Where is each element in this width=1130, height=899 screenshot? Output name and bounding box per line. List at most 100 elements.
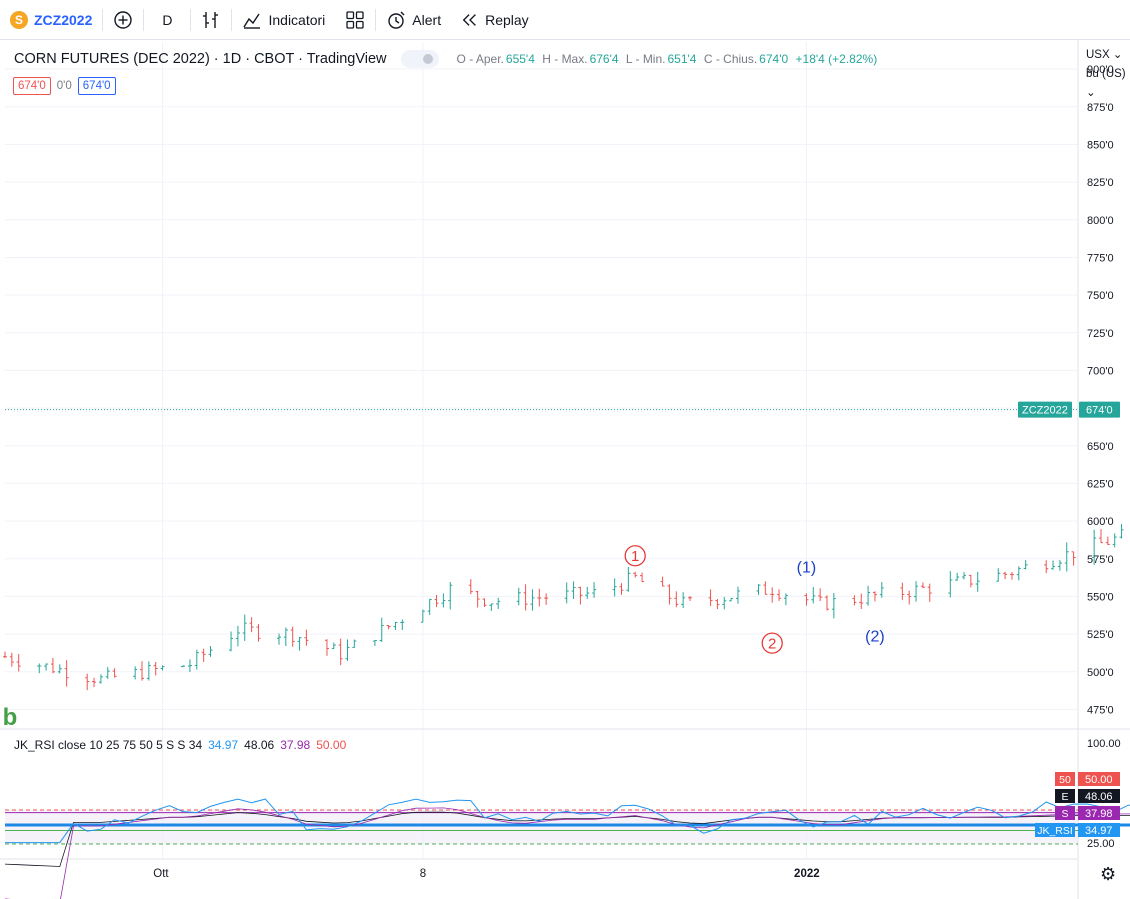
open-value: 655'4 [505,52,535,66]
rsi-name[interactable]: JK_RSI close 10 25 75 50 5 S S 34 [14,738,203,752]
low-value: 651'4 [667,52,697,66]
low-label: L - Min. [625,52,666,66]
alarm-clock-icon [388,11,405,29]
price-tick-label: 800'0 [1087,215,1114,227]
layouts-button[interactable] [335,0,375,40]
price-tick-label: 700'0 [1087,365,1114,377]
rsi-tag-value-bg [1078,806,1120,820]
rsi-tag-letter: JK_RSI [1037,825,1073,837]
high-value: 676'4 [589,52,619,66]
indicators-button[interactable]: Indicatori [232,0,335,40]
toolbar-divider [143,8,145,31]
rsi-tag-letter: S [1061,808,1068,820]
quote-boxes: 674'0 0'0 674'0 [13,77,116,95]
symbol-logo-icon: S [10,10,28,29]
wave-label: 1 [631,548,639,565]
time-tick-label: 2022 [794,868,820,880]
price-tick-label: 850'0 [1087,139,1114,151]
high-label: H - Max. [542,52,588,66]
symbol-price-tag [1018,401,1072,418]
wave-labels: b12(1)(2)(3)(4)3(5)(A)(B)(C)45c(b) [3,545,885,731]
price-tick-label: 475'0 [1087,704,1114,716]
rewind-icon [462,13,476,26]
rsi-value-2: 48.06 [244,738,275,752]
ohlc-values: O - Aper. 655'4 H - Max. 676'4 L - Min. … [457,52,878,66]
last-price-tag [1079,401,1120,418]
price-scale-header: USX ⌄ bu (US) ⌄ [1078,46,1130,99]
chart-grid [0,40,1130,899]
rsi-value-1: 34.97 [208,738,239,752]
settings-gear-icon[interactable]: ⚙ [1100,864,1117,884]
grid-layout-icon [346,10,364,29]
rsi-tag-letter: 50 [1059,774,1071,786]
price-tick-label: 550'0 [1087,591,1114,603]
price-tick-label: 875'0 [1087,102,1114,114]
spread-value: 0'0 [56,80,72,92]
rsi-legend: JK_RSI close 10 25 75 50 5 S S 34 34.97 … [14,738,346,752]
replay-button[interactable]: Replay [451,0,539,40]
currency-selector[interactable]: USX ⌄ [1086,49,1123,61]
add-circle-icon [114,10,133,29]
rsi-tag-value-bg [1078,789,1120,803]
price-tick-label: 650'0 [1087,441,1114,453]
bars-chart-icon [203,11,219,28]
rsi-tag-value: 50.00 [1085,774,1113,786]
toolbar-divider [190,8,192,31]
symbol-search[interactable]: S ZCZ2022 [0,0,102,40]
price-tick-label: 825'0 [1087,177,1114,189]
rsi-pane: 100.00 25.00 50 50.00 E 48.06 S 37.98 JK_RSI 34.9… [4,738,1130,899]
price-tick-label: 750'0 [1087,290,1114,302]
price-tick-label: 500'0 [1087,667,1114,679]
wave-label: 2 [768,636,776,653]
rsi-band [5,810,1078,844]
indicators-icon [243,13,261,29]
last-price-value: 674'0 [1086,405,1113,417]
unit-selector[interactable]: bu (US) ⌄ [1086,68,1126,99]
chart-type-button[interactable] [191,0,231,40]
interval-button[interactable]: D [144,0,190,40]
close-label: C - Chius. [703,52,758,66]
alert-button[interactable]: Alert [376,0,451,40]
chart-title: CORN FUTURES (DEC 2022) · 1D · CBOT · Tr… [14,51,387,67]
ask-box[interactable]: 674'0 [77,77,116,95]
toolbar-divider [102,8,104,31]
data-status-badge[interactable]: D [400,50,439,68]
bid-box[interactable]: 674'0 [13,77,51,95]
rsi-axis-label: 100.00 [1087,738,1121,750]
price-tick-label: 725'0 [1087,328,1114,340]
rsi-tag-value: 37.98 [1085,808,1113,820]
open-label: O - Aper. [456,52,504,66]
close-value: 674'0 [759,52,789,66]
rsi-signal-line [4,807,1130,899]
wave-label: (2) [865,629,885,646]
wave-circle [624,545,646,567]
rsi-tag-letter-bg [1055,789,1075,803]
rsi-tag-letter-bg [1035,823,1075,837]
rsi-tag-value: 34.97 [1085,825,1113,837]
rsi-tag-value: 48.06 [1085,791,1113,803]
toolbar-divider [231,8,233,31]
wave-label: (1) [797,559,817,576]
time-axis: Ott82022MarMaggioLugSetNov [153,868,820,880]
top-toolbar: S ZCZ2022 D Indicatori [0,0,1130,40]
symbol-price-tag-label: ZCZ2022 [1022,405,1068,417]
rsi-tag-value-bg [1078,772,1120,786]
candles [3,523,1124,691]
price-tick-label: 900'0 [1087,64,1114,76]
price-tick-label: 525'0 [1087,629,1114,641]
wave-circle [761,632,783,654]
rsi-value-4: 50.00 [316,738,347,752]
time-tick-label: Ott [153,868,169,880]
rsi-tag-value-bg [1078,823,1120,837]
rsi-axis-label: 25.00 [1087,838,1115,850]
compare-button[interactable] [103,0,143,40]
rsi-line [5,798,1130,844]
alert-label: Alert [412,11,442,28]
price-axis: 900'0 875'0 850'0 825'0 800'0 775'0 750'0 725'0… [5,64,1120,716]
rsi-value-3: 37.98 [280,738,311,752]
price-tick-label: 625'0 [1087,478,1114,490]
chart-legend: CORN FUTURES (DEC 2022) · 1D · CBOT · Tr… [14,50,877,68]
time-tick-label: 8 [420,868,426,880]
